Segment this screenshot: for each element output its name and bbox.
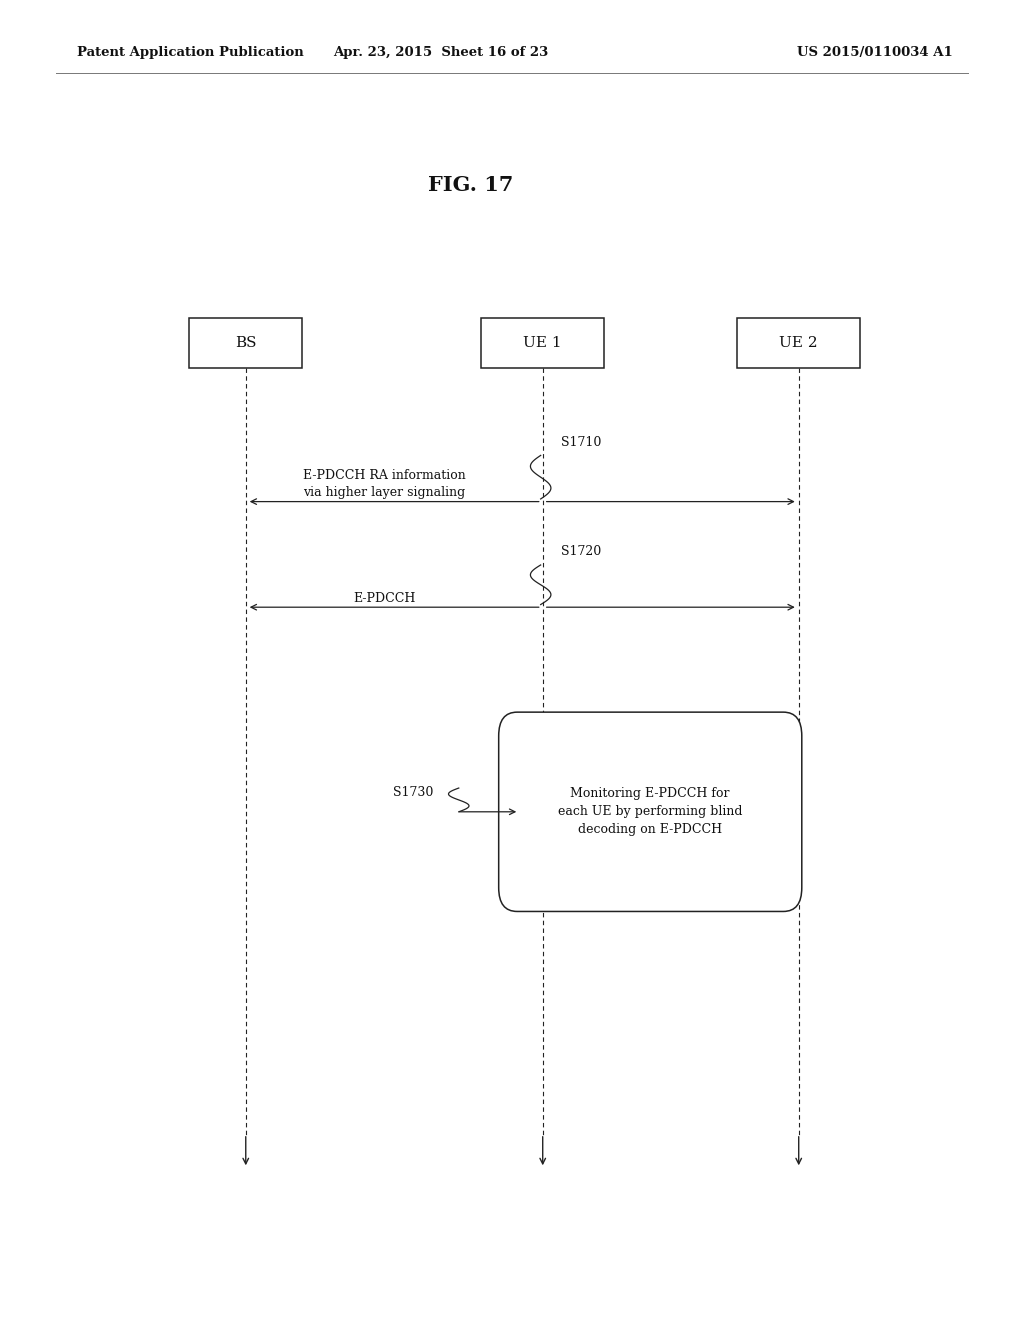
Text: E-PDCCH: E-PDCCH (353, 591, 415, 605)
FancyBboxPatch shape (499, 713, 802, 911)
Text: S1730: S1730 (393, 785, 433, 799)
Text: Apr. 23, 2015  Sheet 16 of 23: Apr. 23, 2015 Sheet 16 of 23 (333, 46, 548, 59)
Text: E-PDCCH RA information
via higher layer signaling: E-PDCCH RA information via higher layer … (303, 470, 465, 499)
Text: Patent Application Publication: Patent Application Publication (77, 46, 303, 59)
Text: UE 2: UE 2 (779, 337, 818, 350)
FancyBboxPatch shape (737, 318, 860, 368)
Text: Monitoring E-PDCCH for
each UE by performing blind
decoding on E-PDCCH: Monitoring E-PDCCH for each UE by perfor… (558, 787, 742, 837)
Text: US 2015/0110034 A1: US 2015/0110034 A1 (797, 46, 952, 59)
Text: S1710: S1710 (561, 436, 601, 449)
Text: BS: BS (236, 337, 256, 350)
Text: S1720: S1720 (561, 545, 601, 558)
Text: FIG. 17: FIG. 17 (428, 174, 514, 195)
Text: UE 1: UE 1 (523, 337, 562, 350)
FancyBboxPatch shape (189, 318, 302, 368)
FancyBboxPatch shape (481, 318, 604, 368)
